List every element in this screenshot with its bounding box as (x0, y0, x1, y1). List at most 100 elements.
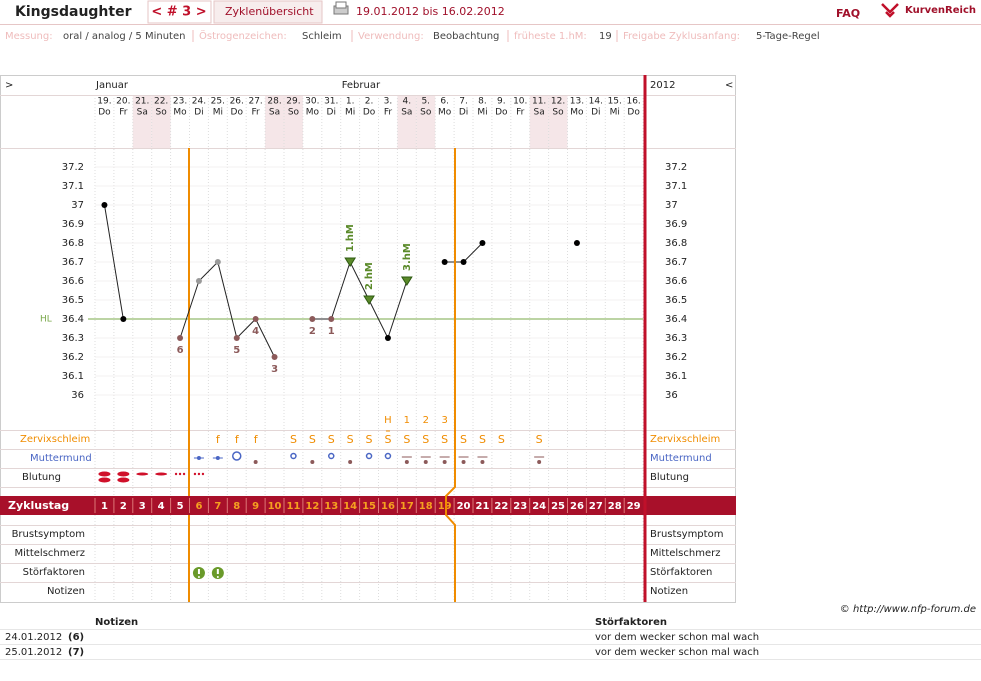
date-label: 29. (286, 97, 300, 107)
y2-tick-label: 36.6 (665, 276, 687, 287)
weekday-label: Mo (173, 108, 187, 118)
cycle-nav[interactable]: < # 3 > (151, 5, 206, 20)
overview-tab[interactable] (213, 0, 323, 24)
y-tick-label: 36.1 (62, 371, 84, 382)
cervix-symbol (290, 452, 297, 460)
cycle-day: 7 (214, 501, 221, 512)
y2-tick-label: 36.5 (665, 295, 687, 306)
row-label-right: Brustsymptom (650, 529, 723, 540)
y-tick-label: 36.3 (62, 333, 84, 344)
disturbance-icon-dot (216, 576, 219, 578)
print-icon[interactable] (333, 1, 349, 15)
cervical-mark: S (536, 433, 543, 446)
cervix-symbol (348, 460, 353, 464)
cervical-label-right: Zervixschleim (650, 434, 720, 445)
low-label: 2 (309, 326, 316, 337)
weekday-label: Do (231, 108, 244, 118)
date-label: 30. (305, 97, 319, 107)
date-label: 20. (116, 97, 130, 107)
date-label: 16. (626, 97, 640, 107)
cycle-day: 27 (589, 501, 603, 512)
cycle-day: 15 (362, 501, 376, 512)
weekday-label: Do (363, 108, 376, 118)
cervix-symbol (365, 452, 373, 460)
weekday-label: Mi (345, 108, 355, 118)
bleeding-symbol (197, 472, 201, 476)
y2-tick-label: 37 (665, 200, 678, 211)
note-disturbance: vor dem wecker schon mal wach (595, 632, 759, 643)
weekday-label: Do (627, 108, 640, 118)
date-label: 19. (97, 97, 111, 107)
cycle-day: 29 (627, 501, 641, 512)
weekday-label: Sa (534, 108, 545, 118)
weekend-shade (132, 95, 152, 148)
row-label: Störfaktoren (23, 567, 85, 578)
logo-icon (881, 3, 899, 18)
cervix-symbol (253, 460, 258, 464)
hm-label: 1.hM (345, 224, 356, 252)
date-label: 24. (192, 97, 206, 107)
cycle-day: 17 (400, 501, 414, 512)
y2-tick-label: 36.4 (665, 314, 687, 325)
cycle-nav-box[interactable] (147, 0, 212, 24)
bleeding-symbol (117, 477, 130, 483)
next-arrow[interactable]: < (725, 80, 733, 91)
temperature-point (271, 354, 278, 360)
date-label: 10. (513, 97, 527, 107)
temperature-point (195, 278, 202, 284)
cervix-symbol (461, 460, 466, 464)
cervical-mark: S (290, 433, 297, 446)
weekday-label: Di (591, 108, 600, 118)
low-label: 1 (328, 326, 335, 337)
sign-label: 2 (423, 415, 429, 426)
weekday-label: Fr (252, 108, 261, 118)
note-date: 25.01.2012 (5, 647, 62, 658)
cycle-day: 21 (475, 501, 489, 512)
weekday-label: Fr (516, 108, 525, 118)
hm-point (363, 295, 375, 305)
cycle-day: 19 (438, 501, 452, 512)
bleeding-label: Blutung (22, 472, 61, 483)
setting-value: Schleim (302, 31, 342, 42)
faq-link[interactable]: FAQ (836, 7, 860, 20)
date-label: 5. (421, 97, 430, 107)
cervical-label: Zervixschleim (20, 434, 90, 445)
setting-value: 19 (599, 31, 612, 42)
note-disturbance: vor dem wecker schon mal wach (595, 647, 759, 658)
copyright: © http://www.nfp-forum.de (840, 604, 976, 615)
prev-arrow[interactable]: > (5, 80, 13, 91)
bleeding-label-right: Blutung (650, 472, 689, 483)
overview-link[interactable]: Zyklenübersicht (225, 5, 314, 18)
cervical-mark: S (403, 433, 410, 446)
cycle-day: 6 (195, 501, 202, 512)
cycle-day: 5 (177, 501, 184, 512)
setting-label: Verwendung: (358, 31, 424, 42)
cervical-mark: f (216, 433, 221, 446)
setting-label: Östrogenzeichen: (199, 29, 287, 42)
date-label: 13. (570, 97, 584, 107)
logo[interactable]: KurvenReich (905, 5, 976, 16)
disturb-header: Störfaktoren (595, 617, 667, 628)
cycle-day: 24 (532, 501, 546, 512)
date-label: 31. (324, 97, 338, 107)
row-label: Brustsymptom (12, 529, 85, 540)
bleeding-symbol (98, 471, 111, 477)
low-label: 6 (177, 345, 184, 356)
chart-frame (0, 75, 736, 603)
row-label: Notizen (47, 586, 85, 597)
temperature-point (460, 259, 467, 265)
temperature-point (384, 335, 391, 341)
weekend-shade (151, 95, 171, 148)
temperature-point (479, 240, 486, 246)
cycle-chart: > <2012Januar19.Do20.Fr21.Sa22.So23.Mo24.… (0, 75, 736, 603)
cycle-day: 8 (233, 501, 240, 512)
weekday-label: Di (327, 108, 336, 118)
date-label: 22. (154, 97, 168, 107)
cycle-day: 28 (608, 501, 622, 512)
cervical-mark: S (309, 433, 316, 446)
weekday-label: Do (495, 108, 508, 118)
cervical-mark: f (235, 433, 240, 446)
cervix-label: Muttermund (30, 453, 92, 464)
date-label: 15. (608, 97, 622, 107)
